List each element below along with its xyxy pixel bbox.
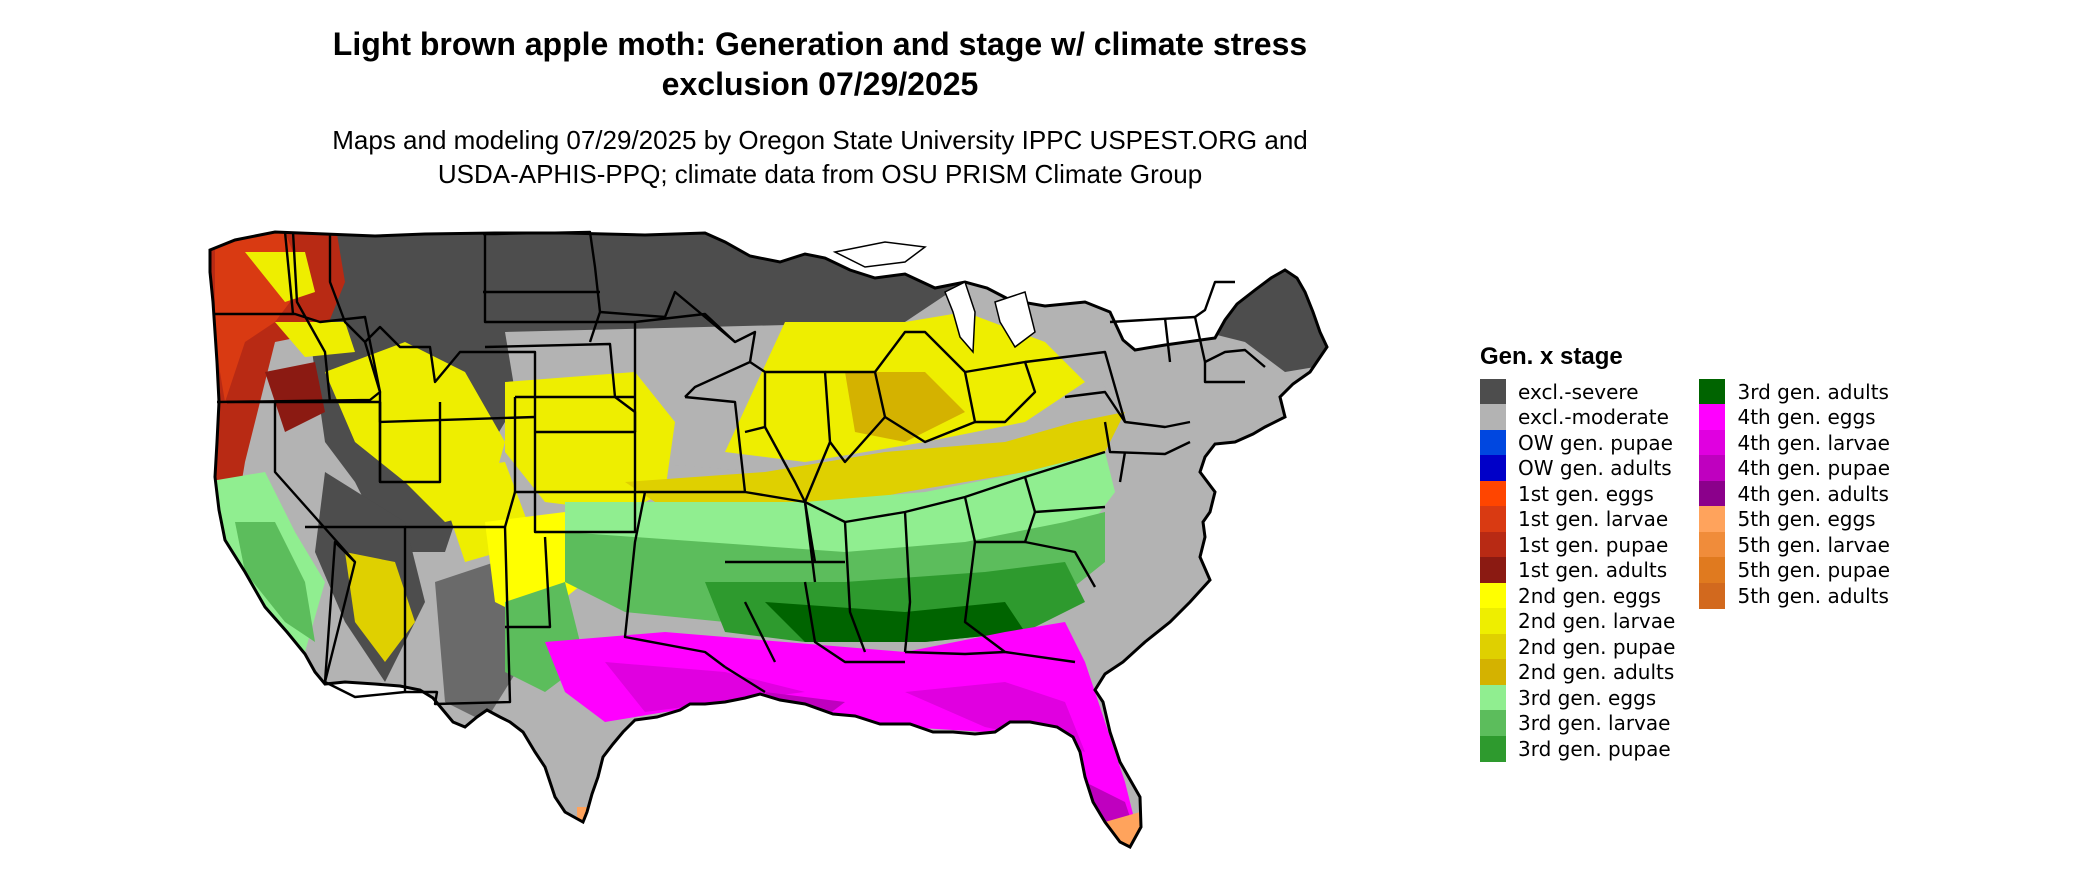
- legend-swatch: [1480, 404, 1506, 431]
- legend-swatch: [1480, 582, 1506, 609]
- legend-item: 3rd gen. eggs: [1480, 684, 1675, 711]
- legend-label: 3rd gen. pupae: [1518, 736, 1671, 761]
- map-subtitle-line1: Maps and modeling 07/29/2025 by Oregon S…: [332, 125, 1308, 155]
- legend-item: 3rd gen. pupae: [1480, 735, 1675, 762]
- legend-item: 3rd gen. adults: [1699, 378, 1890, 405]
- legend-item: excl.-moderate: [1480, 404, 1675, 431]
- legend-swatch: [1480, 735, 1506, 762]
- legend-item: 1st gen. larvae: [1480, 506, 1675, 533]
- legend-item: 1st gen. pupae: [1480, 531, 1675, 558]
- legend-swatch: [1699, 506, 1726, 533]
- map-title-line1: Light brown apple moth: Generation and s…: [332, 26, 1308, 62]
- legend-label: 4th gen. adults: [1737, 481, 1889, 506]
- legend-column-1: excl.-severe excl.-moderate OW gen. pupae O…: [1480, 378, 1676, 762]
- legend-label: excl.-severe: [1518, 379, 1639, 404]
- legend: Gen. x stage excl.-severe excl.-moderate O…: [1480, 343, 1890, 762]
- legend-swatch: [1480, 531, 1506, 558]
- map-title-line2: exclusion 07/29/2025: [661, 66, 979, 102]
- legend-label: 1st gen. larvae: [1518, 507, 1669, 532]
- legend-label: 2nd gen. adults: [1518, 660, 1675, 685]
- legend-swatch: [1480, 506, 1506, 533]
- legend-label: 2nd gen. eggs: [1518, 583, 1661, 608]
- legend-item: 2nd gen. eggs: [1480, 582, 1675, 609]
- legend-item: 2nd gen. pupae: [1480, 633, 1676, 660]
- legend-title: Gen. x stage: [1480, 343, 1623, 370]
- legend-swatch: [1699, 557, 1726, 584]
- legend-item: excl.-severe: [1480, 378, 1675, 405]
- legend-item: 2nd gen. larvae: [1480, 608, 1676, 635]
- legend-item: 5th gen. eggs: [1699, 506, 1890, 533]
- legend-swatch: [1480, 633, 1506, 660]
- legend-label: OW gen. pupae: [1518, 430, 1673, 455]
- legend-item: 4th gen. adults: [1699, 480, 1890, 507]
- legend-swatch: [1699, 531, 1726, 558]
- legend-swatch: [1480, 455, 1506, 482]
- legend-item: 5th gen. adults: [1699, 582, 1890, 609]
- legend-swatch: [1699, 404, 1726, 431]
- legend-item: 1st gen. adults: [1480, 557, 1675, 584]
- legend-swatch: [1699, 480, 1726, 507]
- legend-label: OW gen. adults: [1518, 456, 1672, 481]
- legend-item: OW gen. pupae: [1480, 429, 1675, 456]
- legend-label: 4th gen. eggs: [1737, 405, 1876, 430]
- legend-item: 4th gen. eggs: [1699, 404, 1890, 431]
- legend-label: 5th gen. larvae: [1737, 532, 1890, 557]
- legend-item: 4th gen. pupae: [1699, 455, 1891, 482]
- legend-swatch: [1480, 608, 1506, 635]
- map-title: Light brown apple moth: Generation and s…: [200, 24, 1440, 104]
- legend-swatch: [1480, 480, 1506, 507]
- legend-label: 3rd gen. adults: [1737, 379, 1889, 404]
- legend-swatch: [1480, 684, 1506, 711]
- legend-item: 3rd gen. larvae: [1480, 710, 1675, 737]
- legend-swatch: [1699, 582, 1726, 609]
- legend-item: OW gen. adults: [1480, 455, 1675, 482]
- legend-label: 4th gen. pupae: [1737, 456, 1891, 481]
- legend-label: 1st gen. pupae: [1518, 532, 1669, 557]
- legend-column-2: 3rd gen. adults 4th gen. eggs 4th gen. lar…: [1699, 378, 1891, 762]
- map-subtitle-line2: USDA-APHIS-PPQ; climate data from OSU PR…: [437, 159, 1203, 189]
- us-phenology-map: [208, 230, 1329, 849]
- legend-label: 3rd gen. larvae: [1518, 711, 1671, 736]
- legend-label: 4th gen. larvae: [1737, 430, 1890, 455]
- legend-label: excl.-moderate: [1518, 405, 1669, 430]
- legend-swatch: [1699, 455, 1726, 482]
- legend-swatch: [1480, 659, 1506, 686]
- legend-item: 4th gen. larvae: [1699, 429, 1890, 456]
- legend-swatch: [1480, 557, 1506, 584]
- legend-item: 5th gen. larvae: [1699, 531, 1890, 558]
- legend-label: 3rd gen. eggs: [1518, 685, 1657, 710]
- legend-label: 1st gen. eggs: [1518, 481, 1654, 506]
- map-subtitle: Maps and modeling 07/29/2025 by Oregon S…: [200, 123, 1440, 191]
- legend-swatch: [1480, 710, 1506, 737]
- legend-label: 5th gen. eggs: [1737, 507, 1876, 532]
- legend-label: 5th gen. adults: [1737, 583, 1889, 608]
- legend-label: 5th gen. pupae: [1737, 558, 1891, 583]
- legend-swatch: [1699, 378, 1726, 405]
- legend-item: 1st gen. eggs: [1480, 480, 1675, 507]
- legend-item: 5th gen. pupae: [1699, 557, 1891, 584]
- legend-item: 2nd gen. adults: [1480, 659, 1675, 686]
- legend-swatch: [1480, 378, 1506, 405]
- legend-swatch: [1480, 429, 1506, 456]
- legend-label: 2nd gen. larvae: [1518, 609, 1676, 634]
- legend-swatch: [1699, 429, 1726, 456]
- legend-label: 1st gen. adults: [1518, 558, 1668, 583]
- legend-label: 2nd gen. pupae: [1518, 634, 1676, 659]
